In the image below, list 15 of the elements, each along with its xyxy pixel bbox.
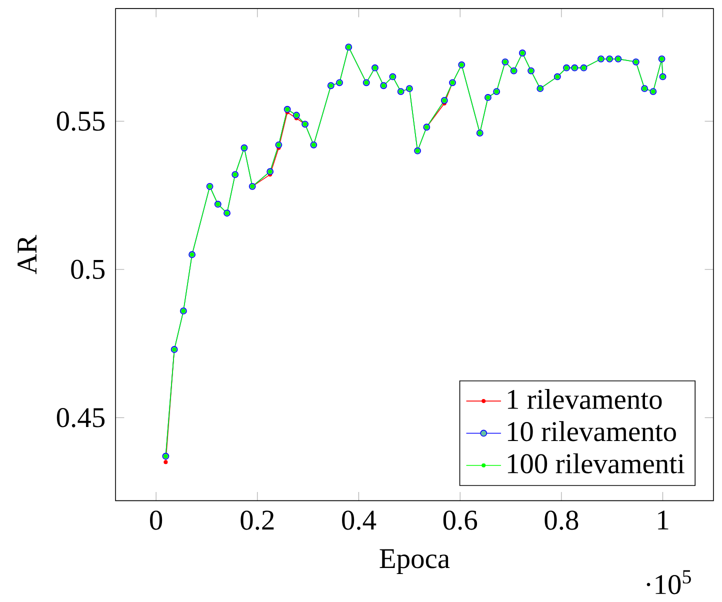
x-tick-label: 0.2 xyxy=(240,510,274,530)
legend-label: 1 rilevamento xyxy=(508,388,662,409)
y-axis-title: AR xyxy=(18,234,36,274)
legend-label: 100 rilevamenti xyxy=(508,453,684,474)
legend-label: 10 rilevamento xyxy=(508,421,676,442)
x-tick-label: 0.6 xyxy=(443,510,478,530)
text: ·10$^{5}$ xyxy=(646,570,691,594)
x-tick-label: 1 xyxy=(658,510,668,530)
x-tick-label: 0.4 xyxy=(342,510,376,530)
y-tick-label: 0.45 xyxy=(56,408,105,428)
x-axis-title: Epoca xyxy=(380,549,450,574)
x-tick-label: 0 xyxy=(150,510,162,530)
x-tick-label: 0.8 xyxy=(544,510,578,530)
y-tick-label: 0.55 xyxy=(56,111,105,131)
y-tick-label: 0.5 xyxy=(71,260,105,279)
